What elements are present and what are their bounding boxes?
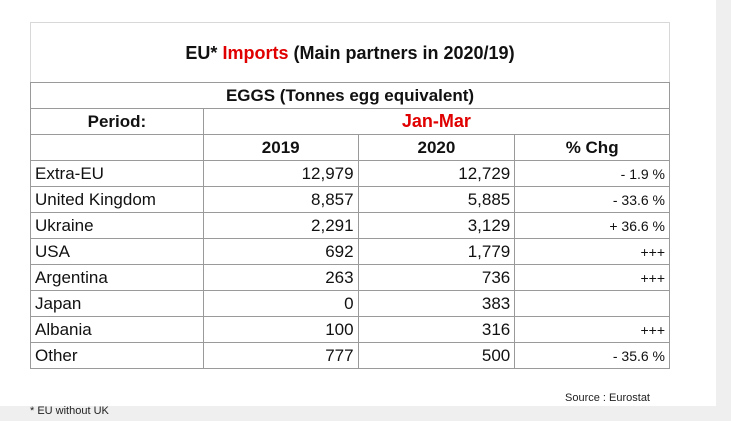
sheet: EU* Imports (Main partners in 2020/19) E…: [0, 0, 716, 417]
title-prefix: EU*: [185, 43, 218, 63]
column-header: 2020: [357, 134, 516, 161]
title-highlight: Imports: [222, 43, 289, 63]
period-row: Period: Jan-Mar: [30, 108, 671, 135]
table-body: EGGS (Tonnes egg equivalent) Period: Jan…: [30, 82, 671, 369]
cell: 1,779: [357, 238, 516, 265]
cell: - 33.6 %: [514, 186, 670, 213]
cell: 692: [202, 238, 359, 265]
cell: - 35.6 %: [514, 342, 670, 369]
cell: +++: [514, 238, 670, 265]
cell: 263: [202, 264, 359, 291]
subtitle: EGGS (Tonnes egg equivalent): [30, 82, 670, 109]
cell: + 36.6 %: [514, 212, 670, 239]
cell: 100: [202, 316, 359, 343]
cell: 5,885: [357, 186, 516, 213]
footnote: * EU without UK: [30, 405, 109, 417]
data-row: United Kingdom 8,857 5,885- 33.6 %: [30, 186, 670, 213]
row-label: Albania: [30, 316, 204, 343]
cell: 8,857: [202, 186, 359, 213]
cell: 736: [357, 264, 516, 291]
row-label: Ukraine: [30, 212, 204, 239]
title: EU* Imports (Main partners in 2020/19): [30, 22, 670, 83]
cell: 2,291: [202, 212, 359, 239]
cell: 316: [357, 316, 516, 343]
data-row: Argentina 263 736 +++: [30, 264, 670, 291]
row-label: Japan: [30, 290, 204, 317]
cell: +++: [514, 264, 670, 291]
subtitle-row: EGGS (Tonnes egg equivalent): [30, 82, 670, 109]
header-blank: [30, 134, 204, 161]
column-header: % Chg: [514, 134, 670, 161]
data-row: Japan 0 383: [30, 290, 670, 317]
data-row: Other 777 500- 35.6 %: [30, 342, 670, 369]
data-row: USA 692 1,779 +++: [30, 238, 670, 265]
cell: 383: [357, 290, 516, 317]
cell: +++: [514, 316, 670, 343]
table: EGGS (Tonnes egg equivalent) Period: Jan…: [30, 82, 671, 369]
row-label: USA: [30, 238, 204, 265]
period-label: Period:: [30, 108, 204, 135]
title-suffix: (Main partners in 2020/19): [293, 43, 515, 63]
cell: 12,729: [357, 160, 516, 187]
row-label: Other: [30, 342, 204, 369]
column-header: 2019: [202, 134, 359, 161]
data-row: Extra-EU 12,979 12,729- 1.9 %: [30, 160, 670, 187]
cell: 500: [357, 342, 516, 369]
cell: 3,129: [357, 212, 516, 239]
row-label: United Kingdom: [30, 186, 204, 213]
cell: 0: [202, 290, 359, 317]
row-label: Argentina: [30, 264, 204, 291]
cell: 12,979: [202, 160, 359, 187]
row-label: Extra-EU: [30, 160, 204, 187]
source: Source : Eurostat: [565, 392, 650, 404]
header-row: 2019 2020% Chg: [30, 134, 670, 161]
cell: - 1.9 %: [514, 160, 670, 187]
data-row: Ukraine 2,291 3,129 + 36.6 %: [30, 212, 670, 239]
period: Jan-Mar: [202, 108, 671, 135]
cell: 777: [202, 342, 359, 369]
cell: [514, 290, 670, 317]
data-row: Albania 100 316 +++: [30, 316, 670, 343]
